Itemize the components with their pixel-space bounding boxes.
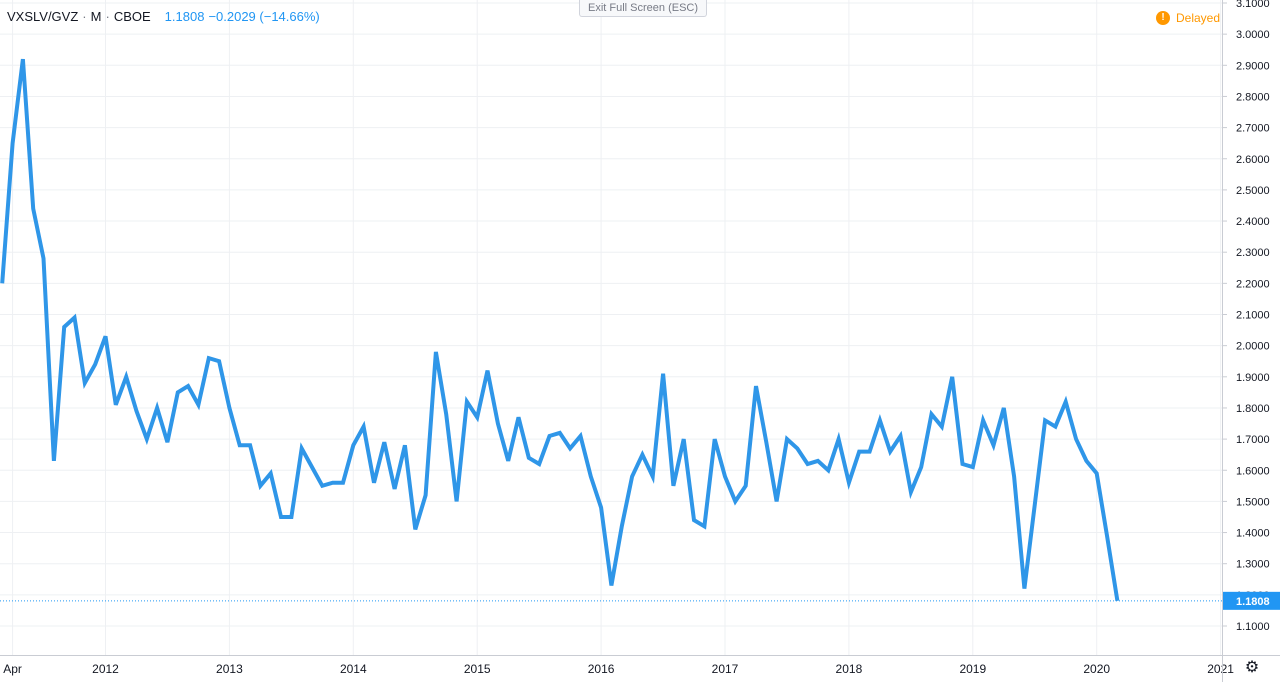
x-tick-label: 2016: [588, 662, 615, 676]
y-tick-label: 2.0000: [1236, 341, 1270, 353]
price-change: −0.2029 (−14.66%): [208, 9, 320, 24]
x-tick-label: Apr: [3, 662, 22, 676]
exchange-label: CBOE: [113, 9, 151, 24]
y-tick-label: 2.5000: [1236, 185, 1270, 197]
interval-label[interactable]: M: [90, 9, 102, 24]
x-tick-label: 2019: [959, 662, 986, 676]
delayed-label: Delayed: [1176, 11, 1221, 25]
gear-icon[interactable]: ⚙: [1244, 659, 1260, 676]
y-tick-label: 1.5000: [1236, 496, 1270, 508]
x-tick-label: 2017: [712, 662, 739, 676]
y-tick-label: 2.2000: [1236, 278, 1270, 290]
y-tick-label: 3.0000: [1236, 29, 1270, 41]
last-price: 1.1808: [164, 9, 205, 24]
y-tick-label: 1.1000: [1236, 621, 1270, 633]
y-tick-label: 1.6000: [1236, 465, 1270, 477]
y-tick-label: 2.8000: [1236, 91, 1270, 103]
exit-fullscreen-button[interactable]: Exit Full Screen (ESC): [579, 0, 707, 17]
y-tick-label: 1.4000: [1236, 528, 1270, 540]
symbol-label[interactable]: VXSLV/GVZ: [7, 9, 79, 24]
delayed-badge[interactable]: ! Delayed: [1156, 11, 1220, 25]
x-tick-label: 2020: [1083, 662, 1110, 676]
last-price-tag: [1223, 591, 1280, 610]
y-tick-label: 2.9000: [1236, 60, 1270, 72]
x-tick-label: 2014: [340, 662, 367, 676]
chart-legend: VXSLV/GVZ · M · CBOE 1.1808 −0.2029 (−14…: [7, 9, 320, 24]
last-price-tag-label: 1.1808: [1236, 596, 1270, 608]
y-tick-label: 3.1000: [1236, 0, 1270, 10]
y-tick-label: 1.9000: [1236, 372, 1270, 384]
y-tick-label: 1.8000: [1236, 403, 1270, 415]
y-tick-label: 2.1000: [1236, 310, 1270, 322]
y-tick-label: 1.7000: [1236, 434, 1270, 446]
exclamation-icon: !: [1156, 11, 1170, 25]
series-line[interactable]: [0, 58, 1120, 602]
x-tick-label: 2021: [1207, 662, 1234, 676]
y-tick-label: 2.6000: [1236, 154, 1270, 166]
x-tick-label: 2018: [836, 662, 863, 676]
y-tick-label: 2.7000: [1236, 123, 1270, 135]
x-tick-label: 2013: [216, 662, 243, 676]
y-tick-label: 2.3000: [1236, 247, 1270, 259]
y-tick-label: 2.4000: [1236, 216, 1270, 228]
x-tick-label: 2015: [464, 662, 491, 676]
y-tick-label: 1.3000: [1236, 559, 1270, 571]
x-tick-label: 2012: [92, 662, 119, 676]
